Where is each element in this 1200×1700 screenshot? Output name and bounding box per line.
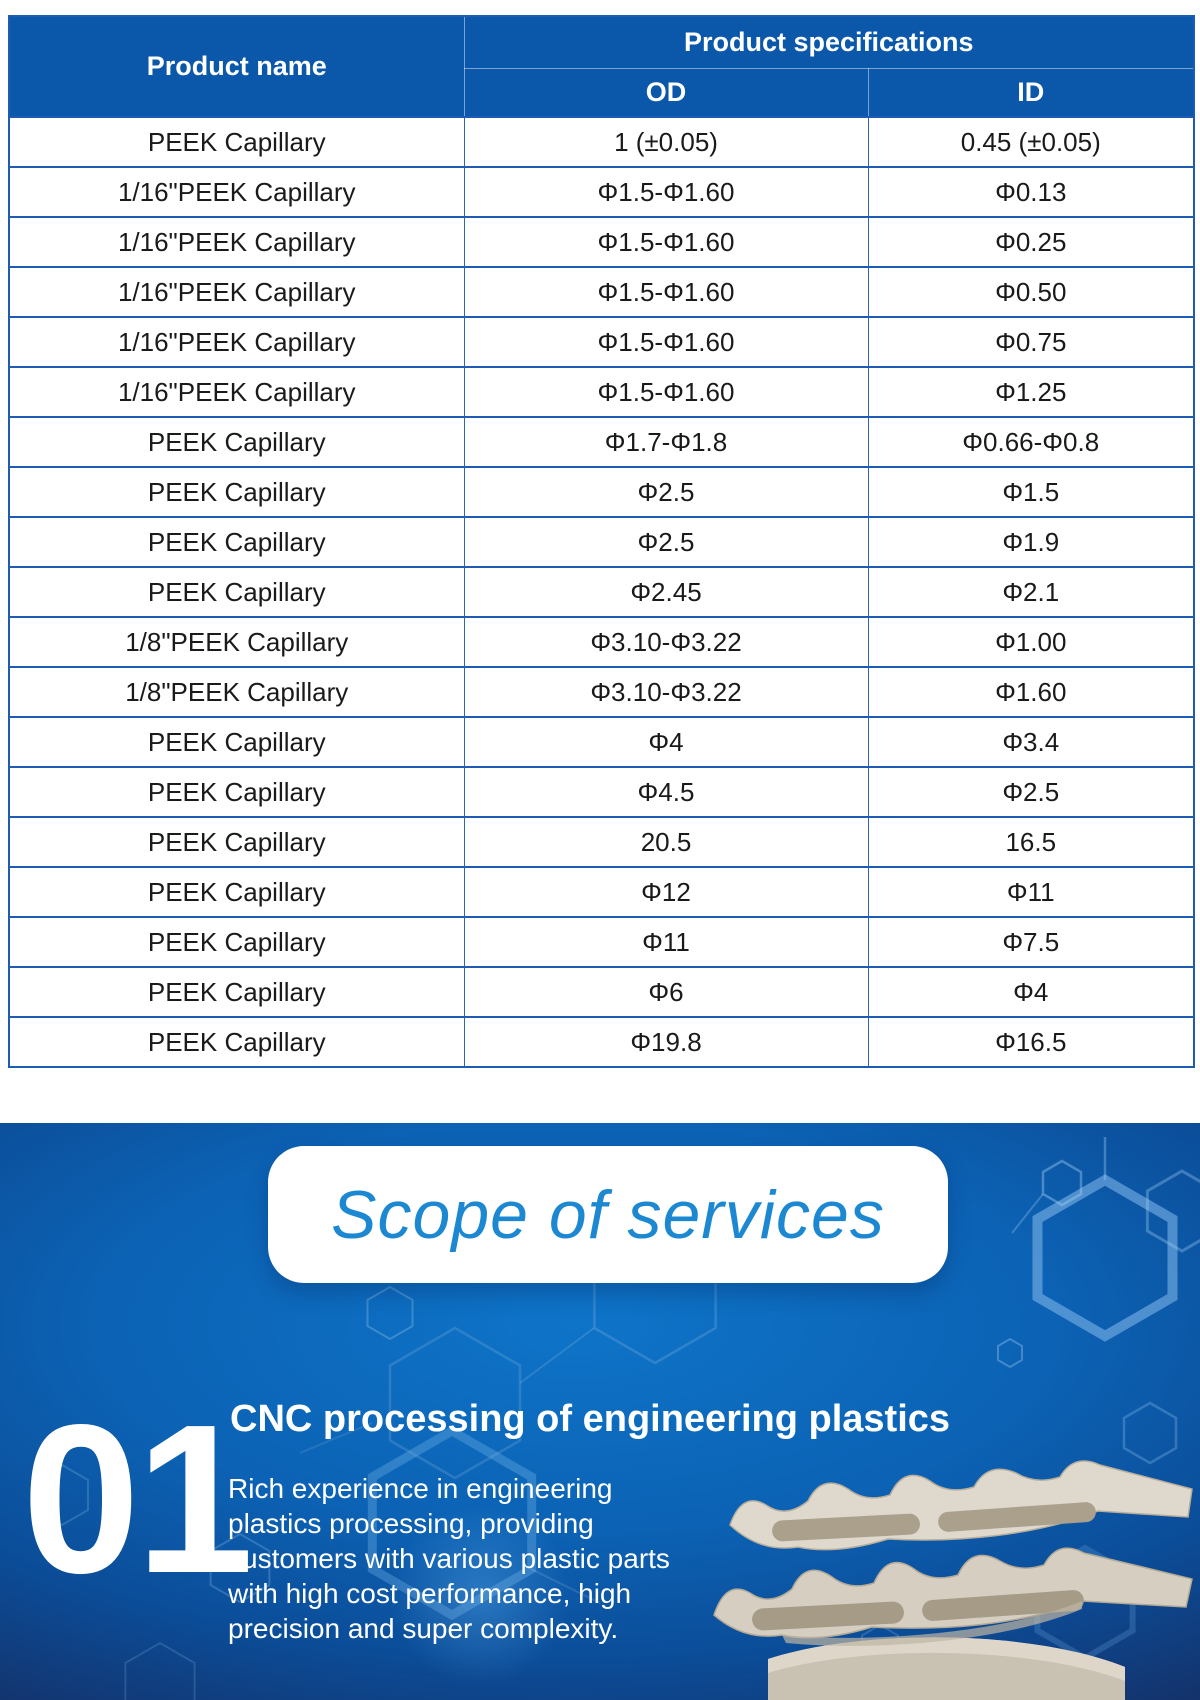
table-row: PEEK Capillary 20.5 16.5 [8,816,1195,868]
cell-product-name: PEEK Capillary [8,466,465,518]
cell-id-value: Φ2.5 [867,766,1195,818]
cell-id-value: Φ0.75 [867,316,1195,368]
cell-od-value: Φ11 [463,916,869,968]
table-row: 1/16"PEEK Capillary Φ1.5-Φ1.60 Φ0.13 [8,166,1195,218]
cell-product-name: 1/8"PEEK Capillary [8,666,465,718]
cell-id-value: Φ2.1 [867,566,1195,618]
cell-od-value: Φ1.7-Φ1.8 [463,416,869,468]
section-title-box: Scope of services [268,1146,948,1283]
table-row: PEEK Capillary Φ12 Φ11 [8,866,1195,918]
cell-od-value: Φ1.5-Φ1.60 [463,216,869,268]
cell-product-name: 1/16"PEEK Capillary [8,216,465,268]
cell-product-name: PEEK Capillary [8,416,465,468]
table-row: 1/16"PEEK Capillary Φ1.5-Φ1.60 Φ1.25 [8,366,1195,418]
cell-od-value: Φ1.5-Φ1.60 [463,266,869,318]
cell-od-value: Φ3.10-Φ3.22 [463,666,869,718]
cell-id-value: Φ1.25 [867,366,1195,418]
cell-id-value: 0.45 (±0.05) [867,116,1195,168]
cell-id-value: Φ4 [867,966,1195,1018]
service-item-description: Rich experience in engineering plastics … [228,1473,670,1644]
cell-id-value: Φ7.5 [867,916,1195,968]
cell-id-value: Φ16.5 [867,1016,1195,1068]
col-header-product-name: Product name [8,15,465,118]
table-row: PEEK Capillary Φ4 Φ3.4 [8,716,1195,768]
cell-od-value: 20.5 [463,816,869,868]
col-header-od: OD [463,67,869,118]
cell-product-name: PEEK Capillary [8,766,465,818]
table-row: PEEK Capillary 1 (±0.05) 0.45 (±0.05) [8,116,1195,168]
table-row: PEEK Capillary Φ11 Φ7.5 [8,916,1195,968]
cell-product-name: PEEK Capillary [8,566,465,618]
service-item-title: CNC processing of engineering plastics [230,1398,951,1440]
cell-product-name: PEEK Capillary [8,816,465,868]
cell-id-value: Φ0.25 [867,216,1195,268]
cell-id-value: Φ0.50 [867,266,1195,318]
table-row: 1/8"PEEK Capillary Φ3.10-Φ3.22 Φ1.60 [8,666,1195,718]
table-row: PEEK Capillary Φ1.7-Φ1.8 Φ0.66-Φ0.8 [8,416,1195,468]
cell-product-name: PEEK Capillary [8,966,465,1018]
cell-id-value: Φ11 [867,866,1195,918]
cell-id-value: Φ1.60 [867,666,1195,718]
machined-part-image [713,1460,1193,1700]
section-title: Scope of services [331,1176,885,1253]
table-row: PEEK Capillary Φ4.5 Φ2.5 [8,766,1195,818]
cell-id-value: Φ1.00 [867,616,1195,668]
cell-product-name: PEEK Capillary [8,916,465,968]
cell-product-name: PEEK Capillary [8,116,465,168]
table-row: 1/16"PEEK Capillary Φ1.5-Φ1.60 Φ0.50 [8,266,1195,318]
cell-id-value: Φ0.66-Φ0.8 [867,416,1195,468]
cell-od-value: Φ2.5 [463,516,869,568]
cell-od-value: Φ4.5 [463,766,869,818]
col-header-product-specifications: Product specifications [463,15,1195,69]
table-row: PEEK Capillary Φ6 Φ4 [8,966,1195,1018]
cell-product-name: 1/16"PEEK Capillary [8,366,465,418]
table-row: PEEK Capillary Φ2.5 Φ1.9 [8,516,1195,568]
cell-product-name: 1/16"PEEK Capillary [8,166,465,218]
scope-of-services-section: Scope of services 01 CNC processing of e… [0,1123,1200,1700]
cell-product-name: PEEK Capillary [8,516,465,568]
cell-od-value: 1 (±0.05) [463,116,869,168]
cell-id-value: Φ3.4 [867,716,1195,768]
cell-od-value: Φ6 [463,966,869,1018]
cell-product-name: 1/16"PEEK Capillary [8,316,465,368]
table-row: 1/16"PEEK Capillary Φ1.5-Φ1.60 Φ0.25 [8,216,1195,268]
table-row: 1/8"PEEK Capillary Φ3.10-Φ3.22 Φ1.00 [8,616,1195,668]
cell-product-name: PEEK Capillary [8,716,465,768]
product-spec-table: Product name Product specifications OD I… [8,15,1196,1068]
cell-od-value: Φ1.5-Φ1.60 [463,366,869,418]
cell-product-name: PEEK Capillary [8,1016,465,1068]
cell-product-name: 1/8"PEEK Capillary [8,616,465,668]
table-row: PEEK Capillary Φ19.8 Φ16.5 [8,1016,1195,1068]
cell-id-value: Φ0.13 [867,166,1195,218]
cell-od-value: Φ12 [463,866,869,918]
cell-od-value: Φ2.5 [463,466,869,518]
cell-id-value: Φ1.5 [867,466,1195,518]
cell-product-name: PEEK Capillary [8,866,465,918]
table-row: PEEK Capillary Φ2.45 Φ2.1 [8,566,1195,618]
cell-id-value: Φ1.9 [867,516,1195,568]
cell-od-value: Φ4 [463,716,869,768]
cell-id-value: 16.5 [867,816,1195,868]
cell-od-value: Φ2.45 [463,566,869,618]
table-row: 1/16"PEEK Capillary Φ1.5-Φ1.60 Φ0.75 [8,316,1195,368]
table-row: PEEK Capillary Φ2.5 Φ1.5 [8,466,1195,518]
cell-od-value: Φ1.5-Φ1.60 [463,166,869,218]
cell-od-value: Φ19.8 [463,1016,869,1068]
cell-od-value: Φ3.10-Φ3.22 [463,616,869,668]
service-item-number: 01 [22,1380,254,1617]
cell-product-name: 1/16"PEEK Capillary [8,266,465,318]
cell-od-value: Φ1.5-Φ1.60 [463,316,869,368]
col-header-id: ID [867,67,1195,118]
